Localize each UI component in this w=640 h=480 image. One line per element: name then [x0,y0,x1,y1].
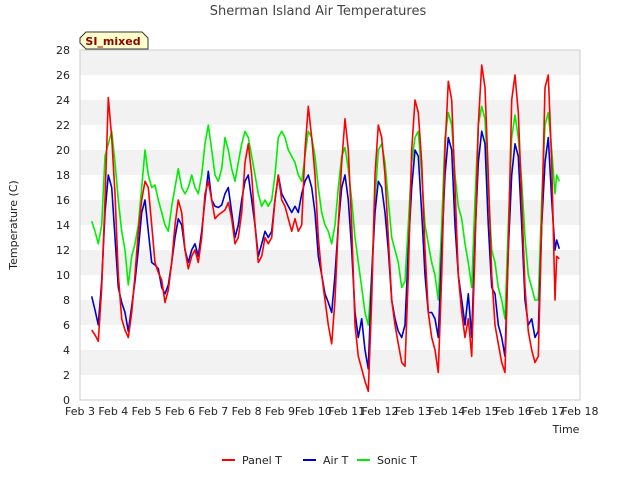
y-tick-label: 28 [56,44,70,57]
x-axis-label: Time [552,423,580,436]
x-tick-label: Feb 17 [528,405,565,418]
plot-area [79,49,581,401]
grid-band [80,200,580,225]
y-tick-label: 2 [63,369,70,382]
y-tick-label: 4 [63,344,70,357]
x-tick-label: Feb 8 [232,405,262,418]
grid-band [80,50,580,75]
legend-item-panel-t: Panel T [222,454,282,467]
grid-band [80,150,580,175]
x-tick-label: Feb 9 [265,405,295,418]
legend-label: Sonic T [377,454,417,467]
grid-band [80,75,580,100]
x-tick-label: Feb 14 [428,405,465,418]
y-tick-label: 10 [56,269,70,282]
x-tick-label: Feb 18 [562,405,599,418]
y-tick-label: 22 [56,119,70,132]
x-tick-label: Feb 15 [462,405,499,418]
grid-band [80,175,580,200]
x-tick-label: Feb 4 [98,405,128,418]
badge-box [79,31,149,50]
y-tick-label: 16 [56,194,70,207]
y-tick-label: 14 [56,219,70,232]
legend-item-sonic-t: Sonic T [357,454,417,467]
legend: Panel T Air T Sonic T [222,454,417,467]
y-tick-label: 26 [56,69,70,82]
series-line-panel-t [91,64,560,393]
y-tick-label: 0 [63,394,70,407]
x-tick-label: Feb 12 [362,405,399,418]
grid-band [80,375,580,400]
y-axis-label: Temperature (C) [7,180,20,270]
series-line-sonic-t [90,105,561,326]
series-layer [90,64,561,393]
x-tick-label: Feb 16 [495,405,532,418]
y-tick-label: 6 [63,319,70,332]
y-tick-label: 12 [56,244,70,257]
x-tick-label: Feb 5 [132,405,162,418]
x-tick-label: Feb 3 [65,405,95,418]
y-tick-label: 24 [56,94,70,107]
x-tick-label: Feb 6 [165,405,195,418]
x-axis-ticks: Feb 3 Feb 4 Feb 5 Feb 6 Feb 7 Feb 8 Feb 9 Feb 1… [65,405,598,418]
grid-band [80,350,580,375]
x-tick-label: Feb 10 [295,405,332,418]
y-tick-label: 20 [56,144,70,157]
y-tick-label: 18 [56,169,70,182]
grid-band [80,125,580,150]
x-tick-label: Feb 7 [198,405,228,418]
legend-label: Panel T [242,454,282,467]
legend-label: Air T [323,454,349,467]
chart-title: Sherman Island Air Temperatures [210,4,427,19]
x-tick-label: Feb 11 [328,405,365,418]
y-tick-label: 8 [63,294,70,307]
badge-label: SI_mixed [85,35,140,48]
legend-item-air-t: Air T [303,454,349,467]
si-mixed-badge: SI_mixed [79,31,149,50]
grid-band [80,100,580,125]
x-tick-label: Feb 13 [395,405,432,418]
